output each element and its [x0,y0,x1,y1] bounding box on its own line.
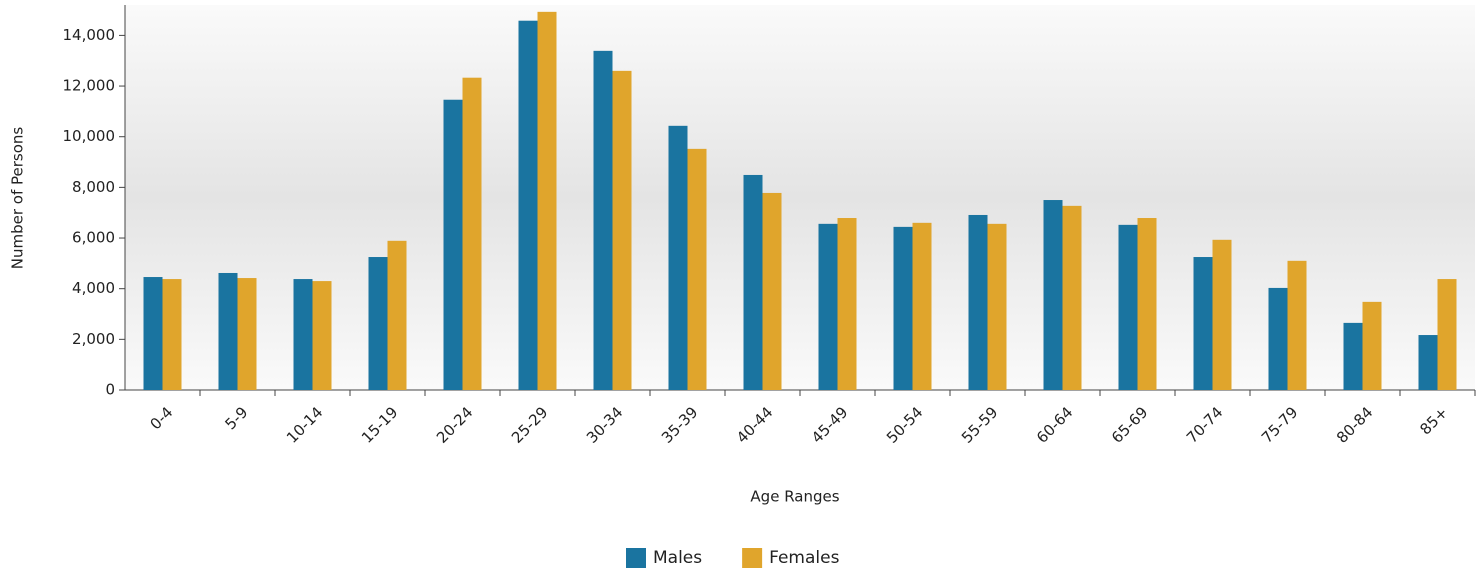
x-tick-label: 80-84 [1333,403,1377,447]
bar [443,99,463,391]
bar [387,240,407,390]
y-tick-label: 4,000 [72,279,115,297]
bar [218,272,238,390]
bar [1137,218,1157,390]
bar [1268,287,1288,390]
y-tick-label: 12,000 [63,77,116,95]
bar [1343,322,1363,390]
bar [368,257,388,390]
bar [612,70,632,391]
x-tick-label: 35-39 [658,403,702,447]
bar [968,214,988,390]
x-tick-label: 30-34 [583,403,627,447]
x-tick-label: 55-59 [958,403,1002,447]
bar [1437,279,1457,390]
legend-swatch [626,548,646,568]
bar [1043,200,1063,390]
x-tick-label: 40-44 [733,403,777,447]
x-tick-label: 20-24 [433,403,477,447]
bar [987,223,1007,390]
y-tick-label: 14,000 [63,26,116,44]
bar [687,148,707,390]
bar [518,20,538,390]
bar [537,11,557,391]
bar [312,281,332,390]
bar [143,277,163,390]
x-tick-label: 0-4 [146,403,176,433]
bar [893,226,913,390]
bar [293,279,313,390]
bar [1193,257,1213,390]
x-axis-title: Age Ranges [750,488,839,506]
x-tick-label: 75-79 [1258,403,1302,447]
y-tick-label: 10,000 [63,127,116,145]
bar [818,223,838,390]
bar [1287,260,1307,390]
y-axis-title: Number of Persons [9,127,27,270]
x-tick-label: 50-54 [883,403,927,447]
y-tick-label: 8,000 [72,178,115,196]
plot-background [125,5,1475,390]
x-tick-label: 60-64 [1033,403,1077,447]
bar [1062,205,1082,390]
bar [1118,224,1138,390]
bar [1362,301,1382,390]
x-tick-label: 15-19 [358,403,402,447]
bar [743,174,763,390]
legend-label: Males [653,548,702,568]
x-tick-label: 25-29 [508,403,552,447]
legend-swatch [742,548,763,568]
bar [162,279,182,390]
y-tick-label: 0 [105,381,115,399]
bar [912,222,932,390]
bar [1418,335,1438,390]
x-tick-label: 85+ [1416,403,1451,438]
x-tick-label: 5-9 [221,403,251,433]
bar [1212,239,1232,390]
x-tick-label: 65-69 [1108,403,1152,447]
y-tick-label: 2,000 [72,330,115,348]
legend-label: Females [769,548,839,568]
bar [762,192,782,390]
x-tick-label: 45-49 [808,403,852,447]
y-tick-label: 6,000 [72,229,115,247]
bar [237,278,257,390]
bar [668,125,688,390]
x-tick-label: 70-74 [1183,403,1227,447]
bar [462,77,482,390]
bar [593,50,613,390]
x-tick-label: 10-14 [283,403,327,447]
bar [837,218,857,390]
